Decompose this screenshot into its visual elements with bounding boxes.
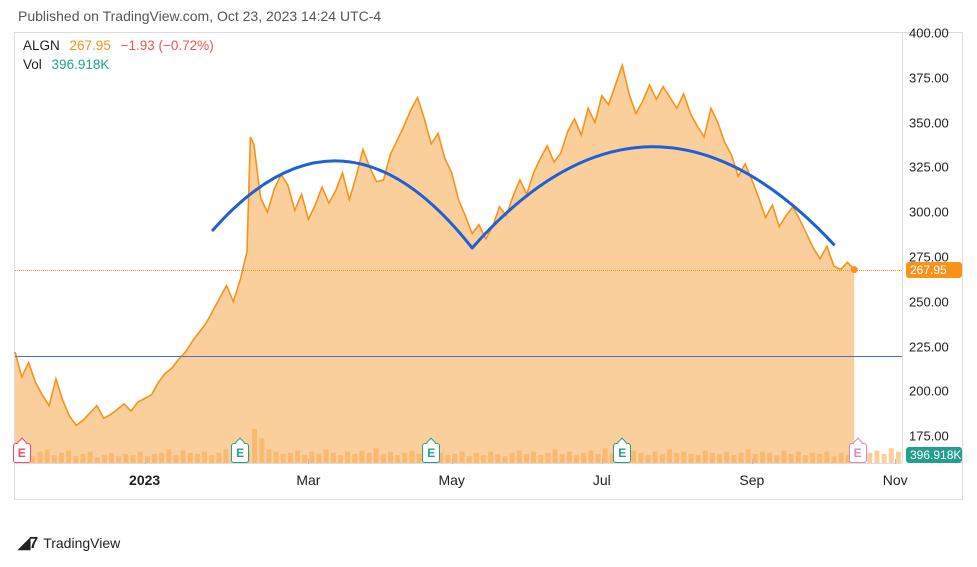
y-tick-label: 225.00: [909, 339, 949, 354]
footer-brand-text: TradingView: [43, 535, 120, 551]
x-axis: 2023MarMayJulSepNov: [15, 463, 902, 499]
last-price-line: [15, 270, 902, 271]
earnings-marker[interactable]: E: [231, 443, 249, 463]
x-tick-label: Sep: [739, 472, 764, 488]
volume-axis-badge: 396.918K: [906, 447, 962, 463]
x-tick-label: May: [438, 472, 464, 488]
earnings-marker[interactable]: E: [613, 443, 631, 463]
x-tick-label: 2023: [129, 472, 160, 488]
earnings-marker[interactable]: E: [13, 443, 31, 463]
earnings-marker[interactable]: E: [422, 443, 440, 463]
legend-symbol: ALGN: [23, 38, 60, 53]
publish-header: Published on TradingView.com, Oct 23, 20…: [0, 0, 977, 28]
y-tick-label: 350.00: [909, 115, 949, 130]
earnings-marker[interactable]: E: [849, 443, 867, 463]
x-tick-label: Mar: [296, 472, 320, 488]
chart-container: ALGN 267.95 −1.93 (−0.72%) Vol 396.918K …: [14, 32, 963, 500]
y-tick-label: 175.00: [909, 429, 949, 444]
footer-brand: ◢7 TradingView: [18, 533, 120, 553]
price-axis-badge: 267.95: [906, 262, 962, 278]
legend-vol-value: 396.918K: [52, 57, 110, 72]
chart-legend: ALGN 267.95 −1.93 (−0.72%) Vol 396.918K: [23, 37, 214, 75]
plot-svg: [15, 33, 902, 463]
horizontal-support-line: [15, 356, 902, 357]
y-tick-label: 300.00: [909, 205, 949, 220]
legend-change-abs: −1.93: [121, 38, 155, 53]
legend-price: 267.95: [70, 38, 111, 53]
plot-area[interactable]: ALGN 267.95 −1.93 (−0.72%) Vol 396.918K …: [15, 33, 902, 463]
y-tick-label: 250.00: [909, 294, 949, 309]
legend-change-pct: (−0.72%): [159, 38, 214, 53]
y-tick-label: 325.00: [909, 160, 949, 175]
x-tick-label: Jul: [593, 472, 611, 488]
y-tick-label: 400.00: [909, 26, 949, 41]
y-axis: 175.00200.00225.00250.00275.00300.00325.…: [902, 33, 962, 463]
tradingview-logo-icon: ◢7: [18, 533, 37, 553]
y-tick-label: 200.00: [909, 384, 949, 399]
y-tick-label: 375.00: [909, 70, 949, 85]
legend-vol-label: Vol: [23, 57, 42, 72]
x-tick-label: Nov: [883, 472, 908, 488]
